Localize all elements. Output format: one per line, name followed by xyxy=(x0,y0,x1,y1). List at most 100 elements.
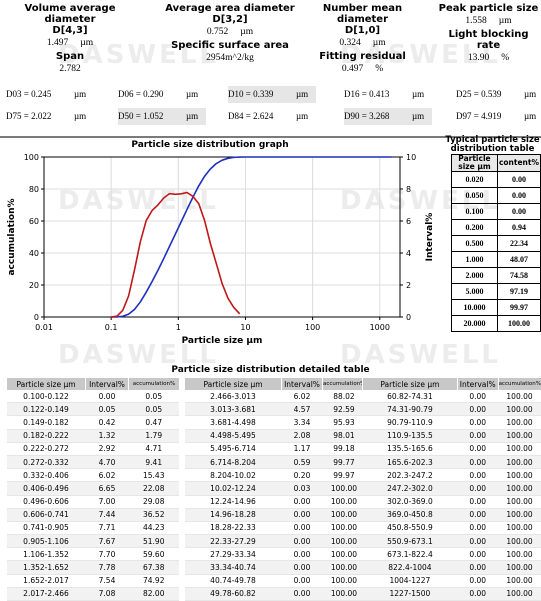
size-range-cell: 5.495-6.714 xyxy=(185,442,282,455)
interval-cell: 0.00 xyxy=(457,429,498,442)
accumulation-cell: 100.00 xyxy=(323,587,366,600)
accumulation-cell: 92.59 xyxy=(323,403,366,416)
size-range-cell: 0.100-0.122 xyxy=(7,390,86,403)
accumulation-cell: 100.00 xyxy=(323,482,366,495)
accumulation-cell: 67.38 xyxy=(129,561,180,574)
size-cell: 0.050 xyxy=(452,188,498,204)
interval-cell: 6.02 xyxy=(86,469,129,482)
interval-cell: 7.54 xyxy=(86,574,129,587)
interval-cell: 0.00 xyxy=(457,390,498,403)
size-cell: 20.000 xyxy=(452,316,498,332)
size-range-cell: 90.79-110.9 xyxy=(363,416,458,429)
accumulation-cell: 100.00 xyxy=(498,548,541,561)
y-left-axis-title: accumulation% xyxy=(7,198,17,275)
size-range-cell: 18.28-22.33 xyxy=(185,521,282,534)
x-tick-label: 10 xyxy=(240,323,250,332)
x-tick-label: 1 xyxy=(176,323,181,332)
y-left-tick-label: 60 xyxy=(29,217,39,226)
interval-cell: 0.00 xyxy=(457,548,498,561)
size-range-cell: 369.0-450.8 xyxy=(363,508,458,521)
plot-frame xyxy=(44,157,400,317)
content-cell: 0.94 xyxy=(497,220,540,236)
accumulation-cell: 99.18 xyxy=(323,442,366,455)
interval-cell: 0.00 xyxy=(457,535,498,548)
interval-cell: 0.00 xyxy=(457,521,498,534)
size-cell: 0.100 xyxy=(452,204,498,220)
x-axis-title: Particle size µm xyxy=(182,336,263,346)
size-range-cell: 3.681-4.498 xyxy=(185,416,282,429)
y-right-tick-label: 2 xyxy=(406,281,411,290)
size-range-cell: 110.9-135.5 xyxy=(363,429,458,442)
accumulation-cell: 74.92 xyxy=(129,574,180,587)
interval-cell: 3.34 xyxy=(282,416,323,429)
size-range-cell: 12.24-14.96 xyxy=(185,495,282,508)
y-right-tick-label: 10 xyxy=(406,153,416,162)
size-cell: 0.500 xyxy=(452,236,498,252)
column-header: Particle size µm xyxy=(363,378,458,390)
content-cell: 100.00 xyxy=(497,316,540,332)
size-range-cell: 0.496-0.606 xyxy=(7,495,86,508)
interval-cell: 0.00 xyxy=(457,416,498,429)
size-range-cell: 0.272-0.332 xyxy=(7,455,86,468)
content-cell: 48.07 xyxy=(497,252,540,268)
y-right-tick-label: 6 xyxy=(406,217,411,226)
column-header: Particle size µm xyxy=(7,378,86,390)
size-cell: 1.000 xyxy=(452,252,498,268)
size-range-cell: 302.0-369.0 xyxy=(363,495,458,508)
interval-cell: 0.00 xyxy=(457,574,498,587)
y-left-tick-label: 80 xyxy=(29,185,39,194)
content-cell: 0.00 xyxy=(497,188,540,204)
interval-cell: 4.70 xyxy=(86,455,129,468)
accumulation-cell: 100.00 xyxy=(498,390,541,403)
accumulation-cell: 1.79 xyxy=(129,429,180,442)
accumulation-cell: 100.00 xyxy=(323,561,366,574)
stat-label: Volume average diameter xyxy=(0,3,140,25)
accumulation-cell: 100.00 xyxy=(498,403,541,416)
size-range-cell: 27.29-33.34 xyxy=(185,548,282,561)
size-range-cell: 2.017-2.466 xyxy=(7,587,86,600)
accumulation-cell: 100.00 xyxy=(498,561,541,574)
stat-sublabel: D[3,2] xyxy=(160,14,300,25)
interval-cell: 0.42 xyxy=(86,416,129,429)
accumulation-cell: 100.00 xyxy=(498,495,541,508)
size-range-cell: 14.96-18.28 xyxy=(185,508,282,521)
size-range-cell: 0.182-0.222 xyxy=(7,429,86,442)
column-header: Interval% xyxy=(86,378,129,390)
interval-cell: 0.00 xyxy=(282,561,323,574)
size-range-cell: 1.352-1.652 xyxy=(7,561,86,574)
size-range-cell: 673.1-822.4 xyxy=(363,548,458,561)
accumulation-cell: 0.47 xyxy=(129,416,180,429)
accumulation-cell: 15.43 xyxy=(129,469,180,482)
size-range-cell: 450.8-550.9 xyxy=(363,521,458,534)
accumulation-cell: 100.00 xyxy=(498,535,541,548)
